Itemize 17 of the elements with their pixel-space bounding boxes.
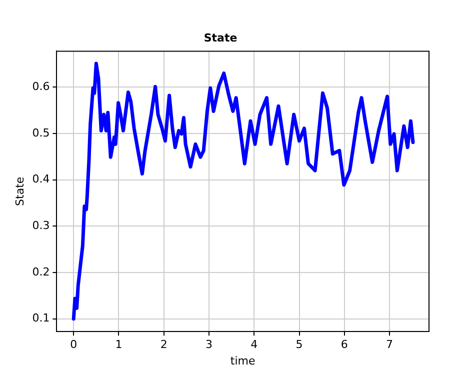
y-tick-label: 0.3 [32,219,50,232]
x-axis-title: time [230,354,256,368]
x-tick-label: 5 [296,338,303,352]
x-tick-label: 7 [386,338,394,352]
x-tick-label: 1 [115,338,122,352]
y-tick-label: 0.6 [32,80,50,93]
y-tick-label: 0.5 [32,126,50,140]
chart-title: State [204,31,238,44]
y-axis-title: State [13,176,26,206]
x-tick-label: 4 [250,338,258,352]
y-tick-label: 0.4 [32,172,50,186]
x-tick-label: 0 [70,338,78,352]
x-tick-label: 6 [340,338,348,352]
x-tick-label: 3 [206,338,212,352]
y-tick-label: 0.2 [32,265,50,278]
y-tick-label: 0.1 [32,312,50,325]
x-tick-label: 2 [160,338,168,352]
